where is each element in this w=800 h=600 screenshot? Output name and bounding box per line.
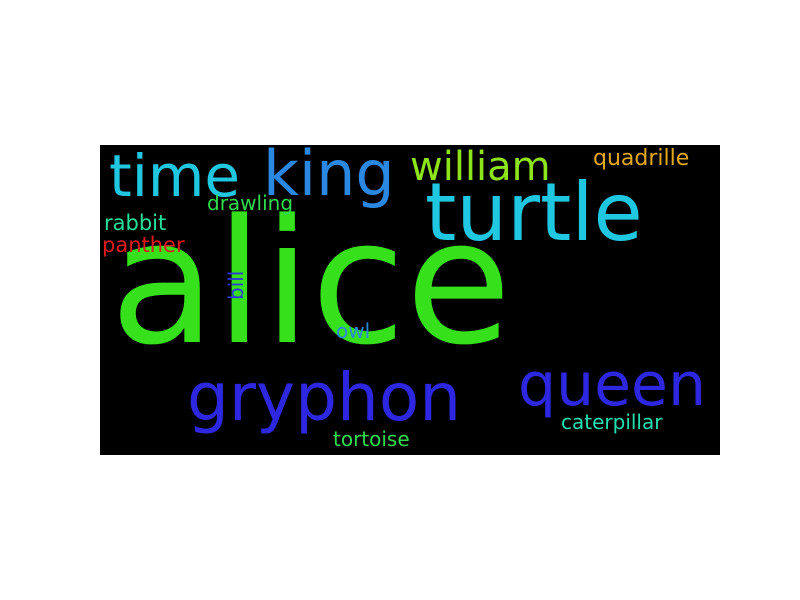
word-cloud: alice turtle gryphon queen king time wil… [100, 145, 720, 455]
word-owl: owl [336, 319, 371, 343]
word-drawling: drawling [207, 191, 294, 215]
word-king: king [263, 145, 395, 210]
word-gryphon: gryphon [187, 359, 462, 436]
word-rabbit: rabbit [104, 211, 167, 235]
word-william: william [410, 145, 551, 190]
word-turtle: turtle [425, 166, 643, 259]
word-time: time [109, 145, 241, 210]
word-queen: queen [518, 350, 706, 420]
word-alice: alice [110, 182, 512, 383]
word-quadrille: quadrille [593, 146, 690, 171]
word-caterpillar: caterpillar [561, 410, 663, 434]
word-tortoise: tortoise [333, 427, 410, 451]
word-panther: panther [102, 233, 185, 257]
word-bill: bill [224, 270, 248, 300]
